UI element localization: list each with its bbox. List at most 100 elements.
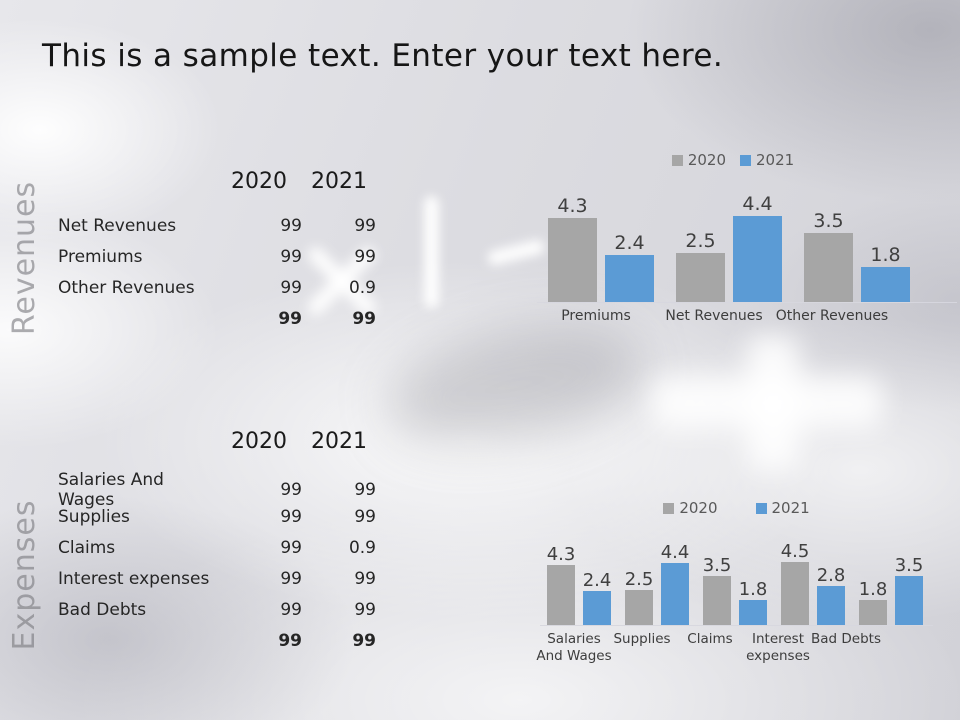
legend-item-2020: 2020 xyxy=(671,151,726,169)
plot-slots: 4.3 2.4 2.5 4.4 3.5 1.8 4.5 2.8 1.8 3.5 xyxy=(540,541,930,625)
category-label: Premiums xyxy=(561,308,631,324)
category-label: Other Revenues xyxy=(775,308,889,324)
revenues-table-header: 2020 2021 xyxy=(58,168,376,194)
bar xyxy=(676,253,725,302)
bar-2021-other-revenues: 1.8 xyxy=(861,244,910,302)
bar-2021-premiums: 2.4 xyxy=(605,232,654,302)
bar xyxy=(625,590,653,625)
cell-2020: 99 xyxy=(280,537,302,558)
total-2021: 99 xyxy=(352,630,376,651)
expenses-table-header: 2020 2021 xyxy=(58,428,376,454)
plot-slots: 4.3 2.4 2.5 4.4 3.5 1.8 xyxy=(537,192,921,302)
cell-2021: 99 xyxy=(354,506,376,527)
bar-2020-other-revenues: 3.5 xyxy=(804,210,853,302)
plot-area: 4.3 2.4 2.5 4.4 3.5 1.8 4.5 2.8 1.8 3.5 xyxy=(540,541,933,626)
row-label: Interest expenses xyxy=(58,568,210,589)
bar-group: 1.8 3.5 xyxy=(852,542,930,625)
bar-2020-premiums: 4.3 xyxy=(548,195,597,302)
column-header-2021: 2021 xyxy=(311,168,367,194)
total-2020: 99 xyxy=(278,630,302,651)
bar-2021-interest-expenses: 2.8 xyxy=(817,565,845,625)
bar xyxy=(703,576,731,625)
expenses-table: 2020 2021 Salaries And Wages 99 99 Suppl… xyxy=(58,428,376,656)
cell-2021: 99 xyxy=(354,215,376,236)
bar-2021-claims: 1.8 xyxy=(739,579,767,625)
table-row: Claims 99 0.9 xyxy=(58,532,376,563)
legend-swatch-2020 xyxy=(671,154,683,166)
chart-legend: 2020 2021 xyxy=(523,150,943,170)
plus-key-glyph xyxy=(652,335,882,470)
divide-key-glyph xyxy=(424,196,439,308)
table-row: Net Revenues 99 99 xyxy=(58,210,376,241)
legend-item-2021: 2021 xyxy=(755,499,810,517)
section-label-expenses: Expenses xyxy=(7,499,42,651)
bar-2020-interest-expenses: 4.5 xyxy=(781,541,809,625)
total-2020: 99 xyxy=(278,308,302,329)
bar-2021-supplies: 4.4 xyxy=(661,542,689,625)
bar-2020-net-revenues: 2.5 xyxy=(676,230,725,302)
revenues-table: 2020 2021 Net Revenues 99 99 Premiums 99… xyxy=(58,168,376,334)
bar xyxy=(861,267,910,302)
column-header-2020: 2020 xyxy=(231,168,287,194)
legend-label-2020: 2020 xyxy=(687,151,726,169)
bar xyxy=(547,565,575,625)
data-label: 3.5 xyxy=(894,555,924,576)
data-label: 1.8 xyxy=(858,579,888,600)
data-label: 4.3 xyxy=(546,544,576,565)
bar xyxy=(583,591,611,625)
plot-area: 4.3 2.4 2.5 4.4 3.5 1.8 xyxy=(537,192,957,303)
bar-2021-salaries-and-wages: 2.4 xyxy=(583,570,611,625)
category-label: Net Revenues xyxy=(665,308,763,324)
row-label: Salaries And Wages xyxy=(58,470,164,510)
category-label: Claims xyxy=(687,631,733,647)
data-label: 2.4 xyxy=(614,232,645,254)
cell-2021: 0.9 xyxy=(348,537,376,558)
column-header-2020: 2020 xyxy=(231,428,287,454)
bar-group: 3.5 1.8 xyxy=(793,192,921,302)
legend-item-2021: 2021 xyxy=(740,151,794,169)
legend-label-2021: 2021 xyxy=(756,151,795,169)
data-label: 3.5 xyxy=(702,555,732,576)
data-label: 2.5 xyxy=(685,230,716,252)
legend-label-2021: 2021 xyxy=(771,499,810,517)
cell-2020: 99 xyxy=(280,506,302,527)
table-row: Supplies 99 99 xyxy=(58,501,376,532)
cell-2021: 99 xyxy=(354,599,376,620)
legend-swatch-2020 xyxy=(663,502,675,514)
legend-label-2020: 2020 xyxy=(679,499,718,517)
bar-group: 2.5 4.4 xyxy=(665,192,793,302)
cell-2020: 99 xyxy=(280,599,302,620)
total-2021: 99 xyxy=(352,308,376,329)
bar-2020-salaries-and-wages: 4.3 xyxy=(547,544,575,625)
total-row: 99 99 xyxy=(58,303,376,334)
data-label: 3.5 xyxy=(813,210,844,232)
bar-2020-bad-debts: 1.8 xyxy=(859,579,887,625)
row-label: Bad Debts xyxy=(58,599,147,620)
cell-2021: 0.9 xyxy=(348,277,376,298)
legend-swatch-2021 xyxy=(740,154,751,166)
revenues-chart: 2020 2021 4.3 2.4 2.5 4.4 3.5 1.8 Premiums Net… xyxy=(537,150,957,325)
data-label: 4.5 xyxy=(780,541,810,562)
cell-2020: 99 xyxy=(280,568,302,589)
row-label: Premiums xyxy=(58,246,143,267)
bar-group: 4.3 2.4 xyxy=(537,192,665,302)
table-row: Bad Debts 99 99 xyxy=(58,594,376,625)
total-row: 99 99 xyxy=(58,625,376,656)
category-axis: Salaries And Wages Supplies Claims Interest… xyxy=(536,631,933,665)
bar-2021-net-revenues: 4.4 xyxy=(733,193,782,302)
bar-group: 2.5 4.4 xyxy=(618,542,696,625)
data-label: 2.5 xyxy=(624,569,654,590)
bar xyxy=(859,600,887,625)
cell-2021: 99 xyxy=(354,246,376,267)
data-label: 4.4 xyxy=(742,193,773,215)
row-label: Supplies xyxy=(58,506,130,527)
bar xyxy=(817,586,845,625)
section-label-revenues: Revenues xyxy=(7,180,42,336)
row-label: Net Revenues xyxy=(58,215,177,236)
cell-2021: 99 xyxy=(354,568,376,589)
table-row: Premiums 99 99 xyxy=(58,241,376,272)
data-label: 4.4 xyxy=(660,542,690,563)
cell-2020: 99 xyxy=(280,246,302,267)
bar-group: 4.3 2.4 xyxy=(540,542,618,625)
